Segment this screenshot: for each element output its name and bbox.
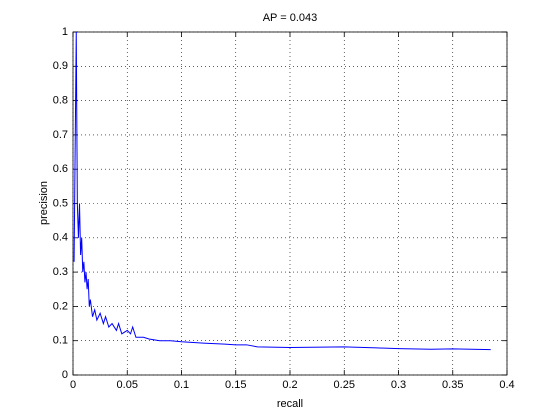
y-tick-label: 0.2: [53, 300, 68, 312]
y-tick-label: 1: [62, 26, 68, 38]
y-axis-label: precision: [38, 181, 50, 225]
x-tick-label: 0.15: [225, 379, 246, 391]
x-tick-label: 0.1: [174, 379, 189, 391]
y-tick-label: 0.3: [53, 266, 68, 278]
x-tick-label: 0.35: [442, 379, 463, 391]
data-line: [73, 31, 491, 351]
y-tick-label: 0.5: [53, 197, 68, 209]
y-tick-label: 0.7: [53, 129, 68, 141]
y-tick-label: 0.4: [53, 232, 68, 244]
x-tick-label: 0.25: [334, 379, 355, 391]
y-tick-label: 0.8: [53, 95, 68, 107]
x-axis-label: recall: [277, 398, 303, 410]
x-tick-label: 0.2: [282, 379, 297, 391]
y-tick-label: 0: [62, 369, 68, 381]
chart-title: AP = 0.043: [263, 12, 318, 24]
y-tick-label: 0.6: [53, 163, 68, 175]
y-tick-label: 0.9: [53, 60, 68, 72]
x-tick-label: 0: [70, 379, 76, 391]
axes-box: [72, 31, 508, 376]
x-tick-label: 0.4: [499, 379, 514, 391]
y-tick-label: 0.1: [53, 335, 68, 347]
x-tick-label: 0.05: [117, 379, 138, 391]
x-tick-label: 0.3: [391, 379, 406, 391]
